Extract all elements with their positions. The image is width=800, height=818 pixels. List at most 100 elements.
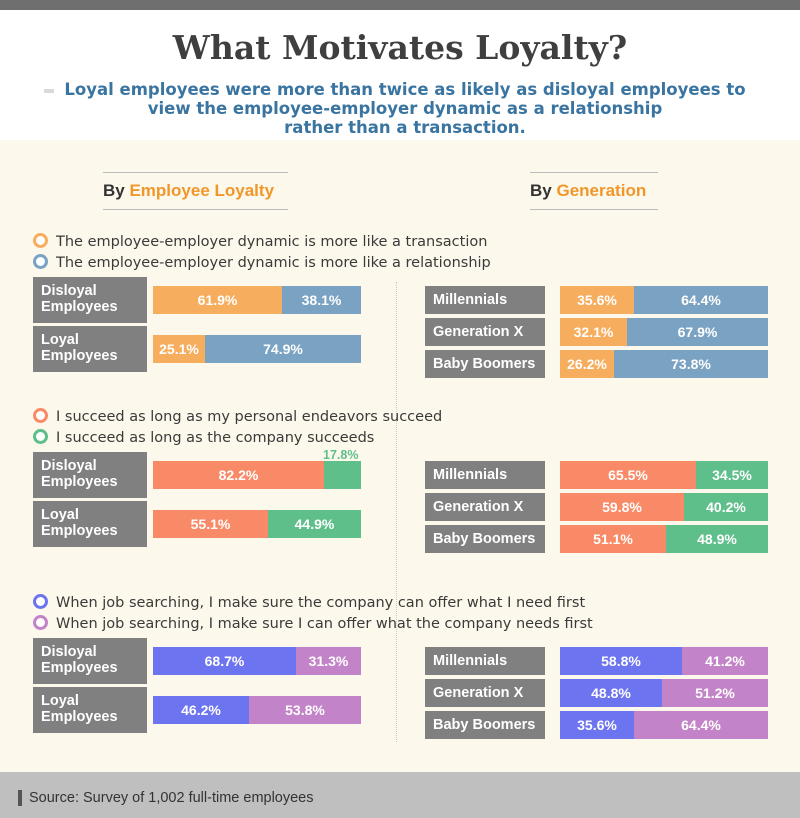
loyalty-1-disloyal-employees-label-line: Employees: [41, 299, 118, 315]
legend-item-1-1: The employee-employer dynamic is more li…: [33, 232, 487, 252]
generation-2-generation-x-label: Generation X: [425, 493, 545, 521]
heading-loyalty-highlight: Employee Loyalty: [129, 181, 275, 200]
generation-3-millennials-bar: 58.8% 41.2%: [560, 647, 768, 675]
generation-2-baby-boomers-segment-2: 48.9%: [666, 525, 768, 553]
loyalty-1-loyal-employees-segment-2: 74.9%: [205, 335, 361, 363]
legend-item-3-1: When job searching, I make sure the comp…: [33, 593, 585, 613]
loyalty-2-loyal-employees-segment-1: 55.1%: [153, 510, 268, 538]
loyalty-2-disloyal-employees-segment-2-label: 17.8%: [323, 448, 359, 462]
loyalty-3-disloyal-employees-label: Disloyal Employees: [33, 638, 147, 684]
loyalty-3-loyal-employees-segment-2: 53.8%: [249, 696, 361, 724]
top-bar: [0, 0, 800, 10]
loyalty-3-loyal-employees-segment-1: 46.2%: [153, 696, 249, 724]
loyalty-3-loyal-employees-label-line: Employees: [41, 709, 118, 725]
loyalty-2-loyal-employees-label: Loyal Employees: [33, 501, 147, 547]
legend-item-1-2: The employee-employer dynamic is more li…: [33, 253, 491, 273]
loyalty-2-loyal-employees-bar: 55.1% 44.9%: [153, 510, 361, 538]
page-subtitle: Loyal employees were more than twice as …: [60, 80, 750, 137]
loyalty-1-loyal-employees-label-line: Employees: [41, 348, 118, 364]
heading-generation-prefix: By: [530, 181, 552, 200]
loyalty-3-disloyal-employees-label-line: Disloyal: [41, 644, 97, 660]
legend-circle-icon: [33, 408, 48, 423]
generation-3-baby-boomers-segment-2: 64.4%: [634, 711, 768, 739]
legend-circle-icon: [33, 594, 48, 609]
generation-3-millennials-segment-1: 58.8%: [560, 647, 682, 675]
legend-label: The employee-employer dynamic is more li…: [56, 255, 491, 271]
generation-1-baby-boomers-segment-2: 73.8%: [614, 350, 768, 378]
loyalty-2-disloyal-employees-bar: 82.2% 17.8%: [153, 448, 361, 489]
loyalty-3-loyal-employees-label: Loyal Employees: [33, 687, 147, 733]
loyalty-1-loyal-employees-label-line: Loyal: [41, 332, 79, 348]
loyalty-3-disloyal-employees-segment-2: 31.3%: [296, 647, 361, 675]
legend-label: When job searching, I make sure the comp…: [56, 595, 586, 611]
loyalty-1-disloyal-employees-bar: 61.9% 38.1%: [153, 286, 361, 314]
source-note: Source: Survey of 1,002 full-time employ…: [29, 790, 314, 806]
footer-mark-icon: [18, 790, 22, 806]
heading-by-generation: By Generation: [530, 172, 658, 210]
generation-1-baby-boomers-segment-1: 26.2%: [560, 350, 614, 378]
generation-3-generation-x-bar: 48.8% 51.2%: [560, 679, 768, 707]
generation-3-generation-x-segment-2: 51.2%: [662, 679, 768, 707]
generation-1-millennials-label: Millennials: [425, 286, 545, 314]
subtitle-line-1: Loyal employees were more than twice as …: [64, 80, 746, 99]
generation-2-millennials-bar: 65.5% 34.5%: [560, 461, 768, 489]
generation-1-baby-boomers-label: Baby Boomers: [425, 350, 545, 378]
heading-by-employee-loyalty: By Employee Loyalty: [103, 172, 288, 210]
generation-2-generation-x-bar: 59.8% 40.2%: [560, 493, 768, 521]
loyalty-3-loyal-employees-bar: 46.2% 53.8%: [153, 696, 361, 724]
generation-3-generation-x-segment-1: 48.8%: [560, 679, 662, 707]
subtitle-line-3: rather than a transaction.: [284, 118, 526, 137]
header: [0, 10, 800, 140]
loyalty-2-loyal-employees-label-line: Loyal: [41, 507, 79, 523]
loyalty-3-disloyal-employees-label-line: Employees: [41, 660, 118, 676]
generation-3-baby-boomers-label: Baby Boomers: [425, 711, 545, 739]
generation-2-baby-boomers-label: Baby Boomers: [425, 525, 545, 553]
legend-item-2-1: I succeed as long as my personal endeavo…: [33, 407, 442, 427]
generation-1-generation-x-bar: 32.1% 67.9%: [560, 318, 768, 346]
generation-2-baby-boomers-segment-1: 51.1%: [560, 525, 666, 553]
generation-3-baby-boomers-segment-1: 35.6%: [560, 711, 634, 739]
loyalty-2-loyal-employees-label-line: Employees: [41, 523, 118, 539]
loyalty-1-disloyal-employees-segment-1: 61.9%: [153, 286, 282, 314]
subtitle-dash-icon: [44, 89, 54, 93]
loyalty-1-loyal-employees-bar: 25.1% 74.9%: [153, 335, 361, 363]
heading-generation-highlight: Generation: [556, 181, 647, 200]
page-title: What Motivates Loyalty?: [172, 28, 628, 67]
generation-2-generation-x-segment-1: 59.8%: [560, 493, 684, 521]
legend-label: When job searching, I make sure I can of…: [56, 616, 593, 632]
generation-1-millennials-segment-2: 64.4%: [634, 286, 768, 314]
loyalty-2-loyal-employees-segment-2: 44.9%: [268, 510, 361, 538]
generation-3-millennials-label: Millennials: [425, 647, 545, 675]
loyalty-2-disloyal-employees-label-line: Disloyal: [41, 458, 97, 474]
subtitle-line-2: view the employee-employer dynamic as a …: [147, 99, 663, 118]
column-divider: [396, 282, 397, 742]
loyalty-1-loyal-employees-label: Loyal Employees: [33, 326, 147, 372]
legend-label: The employee-employer dynamic is more li…: [56, 234, 488, 250]
generation-3-baby-boomers-bar: 35.6% 64.4%: [560, 711, 768, 739]
generation-1-generation-x-label: Generation X: [425, 318, 545, 346]
legend-item-3-2: When job searching, I make sure I can of…: [33, 614, 593, 634]
generation-3-millennials-segment-2: 41.2%: [682, 647, 768, 675]
generation-2-millennials-segment-1: 65.5%: [560, 461, 696, 489]
generation-1-millennials-bar: 35.6% 64.4%: [560, 286, 768, 314]
loyalty-2-disloyal-employees-label: Disloyal Employees: [33, 452, 147, 498]
loyalty-2-disloyal-employees-label-line: Employees: [41, 474, 118, 490]
generation-2-generation-x-segment-2: 40.2%: [684, 493, 768, 521]
heading-loyalty-prefix: By: [103, 181, 125, 200]
footer: [0, 772, 800, 818]
legend-circle-icon: [33, 254, 48, 269]
legend-label: I succeed as long as my personal endeavo…: [56, 409, 443, 425]
loyalty-3-disloyal-employees-segment-1: 68.7%: [153, 647, 296, 675]
generation-1-generation-x-segment-2: 67.9%: [627, 318, 768, 346]
loyalty-2-disloyal-employees-segment-2: 17.8%: [323, 448, 361, 489]
legend-circle-icon: [33, 233, 48, 248]
loyalty-1-disloyal-employees-label: Disloyal Employees: [33, 277, 147, 323]
generation-3-generation-x-label: Generation X: [425, 679, 545, 707]
legend-label: I succeed as long as the company succeed…: [56, 430, 375, 446]
loyalty-1-loyal-employees-segment-1: 25.1%: [153, 335, 205, 363]
generation-1-baby-boomers-bar: 26.2% 73.8%: [560, 350, 768, 378]
loyalty-1-disloyal-employees-segment-2: 38.1%: [282, 286, 361, 314]
generation-2-millennials-label: Millennials: [425, 461, 545, 489]
loyalty-3-loyal-employees-label-line: Loyal: [41, 693, 79, 709]
loyalty-3-disloyal-employees-bar: 68.7% 31.3%: [153, 647, 361, 675]
